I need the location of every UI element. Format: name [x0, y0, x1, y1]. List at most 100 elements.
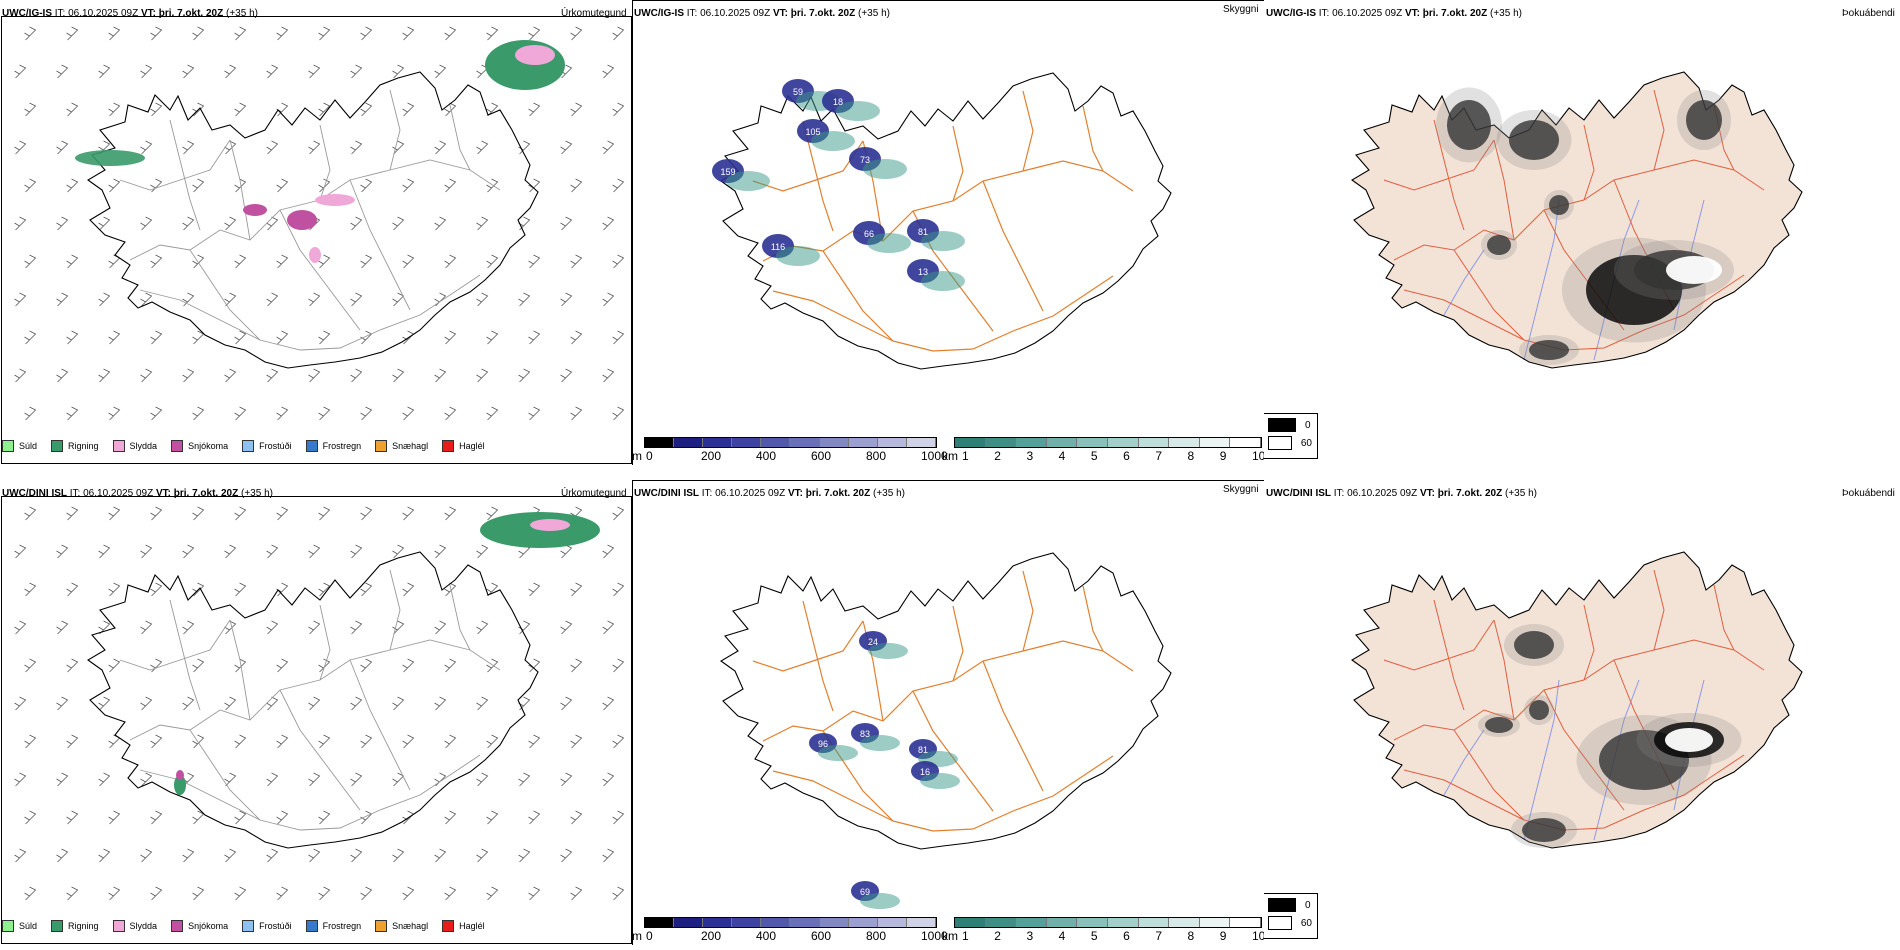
legend-label: Haglél	[459, 921, 485, 931]
legend-swatch	[51, 920, 64, 932]
colorbar-tick: 4	[1058, 449, 1066, 463]
colorbar-tick: 7	[1155, 929, 1163, 943]
fog-title: Þokuábendi	[1842, 488, 1895, 499]
fog-panel-bottom: UWC/DINI ISL IT: 06.10.2025 09Z VT: þri.…	[1264, 480, 1900, 945]
legend-label: Haglél	[459, 441, 485, 451]
cloudbase-label: 96	[818, 739, 828, 749]
colorbar-tick: 3	[1026, 449, 1034, 463]
legend-swatch	[375, 440, 388, 452]
legend-label: Súld	[19, 921, 38, 931]
colorbar-tick: 10	[1252, 449, 1264, 463]
precip-legend: Súld Rigning Slydda Snjókoma Frostúði Frostre…	[2, 440, 499, 452]
fog-panel-top: UWC/IG-IS IT: 06.10.2025 09Z VT: þri. 7.…	[1264, 0, 1900, 465]
legend-label: Slydda	[129, 921, 158, 931]
cloudbase-label: 116	[771, 242, 785, 252]
lead-time: (+35 h)	[873, 488, 905, 499]
legend-swatch	[171, 440, 184, 452]
precip-legend: Súld Rigning Slydda Snjókoma Frostúði Frostre…	[2, 920, 499, 932]
legend-swatch	[442, 440, 455, 452]
colorbar-tick: 8	[1187, 929, 1195, 943]
cloud-title: Skyggni	[1223, 4, 1259, 15]
visibility-colorbar: km 1 2 3 4 5 6 7 8 9 10	[942, 917, 1264, 943]
precip-map	[14, 506, 625, 901]
colorbar-tick: 2	[994, 449, 1001, 463]
colorbar-tick: 6	[1123, 449, 1130, 463]
fog-swatch	[1268, 916, 1292, 930]
legend-swatch	[442, 920, 455, 932]
valid-time: þri. 7.okt. 20Z	[158, 8, 224, 19]
cloudbase-colorbar: m 0 200 400 600 800 1000	[632, 437, 948, 463]
cloudbase-label: 73	[860, 155, 870, 165]
cloudbase-label: 13	[918, 267, 928, 277]
vt-label: VT:	[155, 488, 171, 499]
legend-swatch	[171, 920, 184, 932]
fog-legend-item: 0	[1268, 418, 1312, 432]
valid-time: þri. 7.okt. 20Z	[1422, 8, 1488, 19]
legend-label: Frostregn	[322, 441, 362, 451]
fog-legend-item: 0	[1268, 898, 1312, 912]
colorbar-tick: 4	[1058, 929, 1066, 943]
colorbar	[954, 437, 1262, 448]
init-time: 06.10.2025 09Z	[715, 488, 786, 499]
colorbar-unit: km	[942, 449, 958, 463]
cloudbase-label: 81	[918, 745, 928, 755]
legend-label: Rigning	[68, 441, 99, 451]
legend-item: Haglél	[442, 920, 485, 932]
cloudbase-label: 69	[860, 887, 870, 897]
legend-swatch	[305, 920, 318, 932]
colorbar-tick: 5	[1090, 929, 1098, 943]
legend-item: Frostregn	[305, 440, 362, 452]
model-name: UWC/DINI ISL	[634, 488, 699, 499]
colorbar-tick: 8	[1187, 449, 1195, 463]
init-time: 06.10.2025 09Z	[1347, 488, 1418, 499]
fog-label: 60	[1300, 917, 1312, 929]
legend-item: Súld	[2, 440, 37, 452]
colorbar-tick: 5	[1090, 449, 1098, 463]
legend-item: Rigning	[51, 440, 99, 452]
legend-item: Snjókoma	[171, 920, 228, 932]
valid-time: þri. 7.okt. 20Z	[173, 488, 239, 499]
precip-map	[14, 26, 625, 421]
vt-label: VT:	[140, 8, 156, 19]
legend-item: Frostúði	[242, 920, 292, 932]
colorbar-tick: 7	[1155, 449, 1163, 463]
lead-time: (+35 h)	[858, 8, 890, 19]
colorbar-tick: 3	[1026, 929, 1034, 943]
colorbar-tick: 1000	[921, 929, 948, 943]
colorbar-tick: 0	[646, 929, 653, 943]
fog-map	[1350, 551, 1803, 849]
it-label: IT:	[69, 488, 81, 499]
fog-swatch	[1268, 898, 1296, 912]
fog-legend: 0 60	[1264, 893, 1318, 939]
model-name: UWC/IG-IS	[2, 8, 52, 19]
legend-item: Snjókoma	[171, 440, 228, 452]
fog-swatch	[1268, 418, 1296, 432]
legend-label: Frostúði	[259, 441, 292, 451]
cloud-title: Skyggni	[1223, 484, 1259, 495]
valid-time: þri. 7.okt. 20Z	[1437, 488, 1503, 499]
precip-panel-bottom: UWC/DINI ISL IT: 06.10.2025 09Z VT: þri.…	[0, 480, 632, 945]
colorbar	[644, 437, 937, 448]
legend-label: Snjókoma	[188, 441, 229, 451]
it-label: IT:	[1318, 8, 1330, 19]
fog-label: 60	[1300, 437, 1312, 449]
init-time: 06.10.2025 09Z	[700, 8, 771, 19]
cloudbase-label: 83	[860, 729, 870, 739]
legend-item: Slydda	[112, 920, 158, 932]
fog-legend: 0 60	[1264, 413, 1318, 459]
colorbar-tick: 1	[962, 449, 969, 463]
it-label: IT:	[701, 488, 713, 499]
legend-label: Súld	[19, 441, 38, 451]
legend-item: Snæhagl	[375, 920, 428, 932]
legend-label: Snæhagl	[392, 921, 429, 931]
cloudbase-label: 66	[864, 229, 874, 239]
colorbar-tick: 9	[1219, 449, 1227, 463]
colorbar-unit: m	[632, 449, 642, 463]
legend-swatch	[305, 440, 318, 452]
colorbar-tick: 1	[962, 929, 969, 943]
legend-item: Súld	[2, 920, 37, 932]
cloudbase-label: 16	[920, 767, 930, 777]
colorbar-tick: 9	[1219, 929, 1227, 943]
vt-label: VT:	[787, 488, 803, 499]
panel-header: UWC/DINI ISL IT: 06.10.2025 09Z VT: þri.…	[634, 488, 905, 499]
